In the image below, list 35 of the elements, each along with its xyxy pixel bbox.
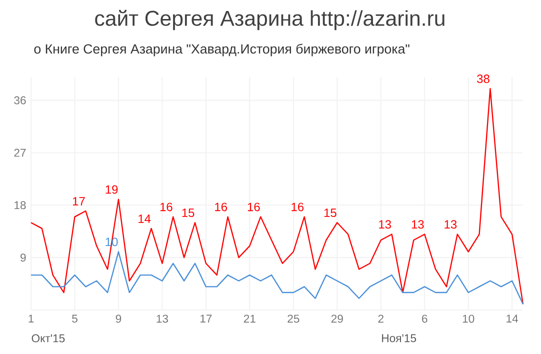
- text: Ноя'15: [382, 334, 416, 342]
- x-tick-label: 13: [156, 314, 168, 323]
- chart-subtitle: о Книге Сергея Азарина "Хавард.История биржевого игрока": [34, 44, 410, 56]
- x-tick-label: 9: [116, 314, 122, 323]
- x-tick-label: 10: [462, 314, 474, 323]
- x-tick-label: 5: [72, 314, 78, 323]
- x-tick-label: 14: [506, 314, 518, 323]
- x-tick-label: 6: [422, 314, 428, 323]
- data-label: 14: [138, 214, 151, 223]
- data-label: 15: [324, 208, 336, 218]
- x-tick-label: 2: [378, 314, 384, 323]
- data-label: 19: [106, 185, 118, 194]
- y-tick-label: 18: [14, 201, 26, 210]
- data-label: 13: [412, 220, 424, 229]
- chart-title: сайт Сергея Азарина http://azarin.ru: [95, 10, 444, 30]
- data-label: 17: [72, 197, 85, 206]
- data-label: 16: [292, 202, 304, 212]
- data-label: 16: [215, 202, 228, 212]
- x-tick-label: 25: [288, 314, 300, 323]
- x-tick-label: 1: [28, 314, 34, 323]
- text: Окт'15: [32, 334, 65, 342]
- line-series: [30, 251, 524, 305]
- x-tick-label: 17: [200, 314, 212, 323]
- data-label: 16: [160, 202, 172, 212]
- data-label: 16: [248, 202, 260, 212]
- line-series: [30, 88, 524, 305]
- data-label: 13: [444, 220, 457, 229]
- y-tick-label: 9: [20, 254, 26, 262]
- y-tick-label: 36: [14, 96, 26, 104]
- data-label: 13: [379, 220, 392, 229]
- data-label: 15: [182, 208, 194, 218]
- x-tick-label: 21: [244, 314, 256, 323]
- x-tick-label: 29: [331, 314, 343, 323]
- data-label: 38: [477, 74, 490, 84]
- y-tick-label: 27: [14, 148, 26, 157]
